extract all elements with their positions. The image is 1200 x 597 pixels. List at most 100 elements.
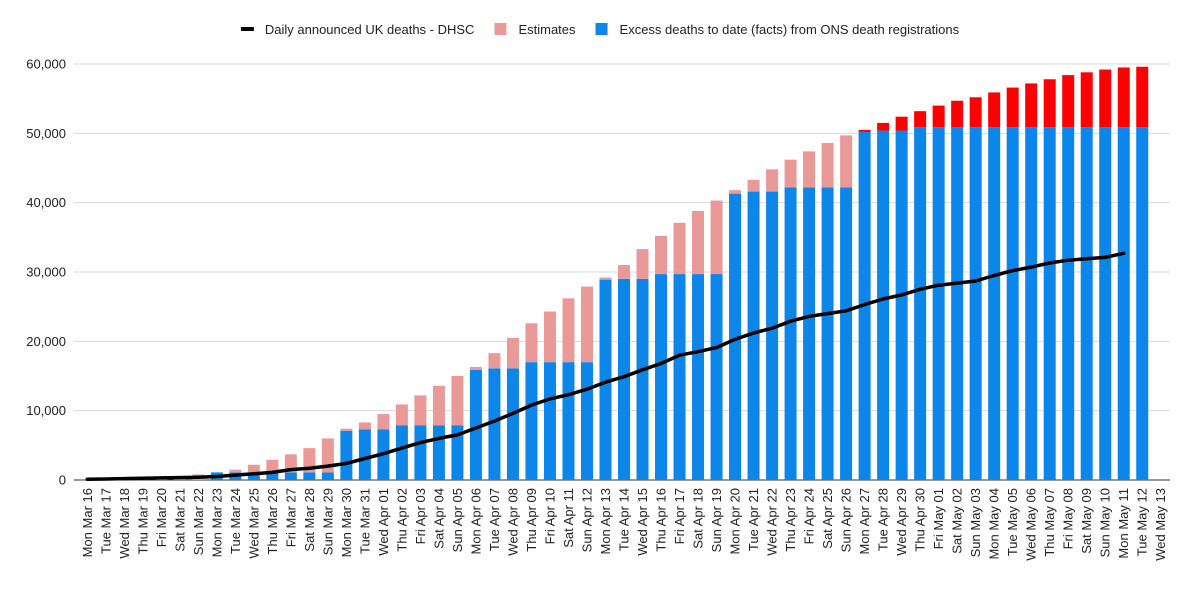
- line-series: [85, 251, 1126, 482]
- bar-segment: [636, 249, 649, 279]
- bar-segment: [580, 286, 593, 363]
- x-tick-label: Mon Mar 30: [339, 488, 354, 557]
- bar-segment: [1099, 127, 1112, 481]
- bar-segment: [451, 425, 464, 480]
- bar-segment: [358, 429, 371, 480]
- x-tick-label: Wed Apr 22: [765, 488, 780, 556]
- x-tick-label: Sat May 02: [950, 488, 965, 554]
- bar-segment: [840, 187, 853, 480]
- bar-segment: [1136, 66, 1149, 128]
- bar-segment: [692, 210, 705, 275]
- y-tick-label: 0: [59, 473, 66, 488]
- x-tick-label: Fri Mar 20: [154, 488, 169, 547]
- x-tick-label: Sat May 09: [1079, 488, 1094, 554]
- bar-segment: [1136, 127, 1149, 481]
- x-tick-label: Sat Apr 18: [691, 488, 706, 549]
- bar-segment: [988, 127, 1001, 481]
- bar-segment: [451, 376, 464, 426]
- x-tick-label: Wed Apr 08: [505, 488, 520, 556]
- x-tick-label: Thu Apr 30: [913, 488, 928, 552]
- bar-segment: [1080, 72, 1093, 128]
- bar-segment: [1117, 127, 1130, 481]
- x-tick-label: Sat Mar 28: [302, 488, 317, 552]
- x-tick-label: Thu Apr 16: [654, 488, 669, 552]
- x-tick-label: Mon Apr 20: [728, 488, 743, 555]
- bar-segment: [506, 368, 519, 480]
- bar-segment: [543, 362, 556, 480]
- bar-segment: [710, 274, 723, 480]
- bar-segment: [1099, 69, 1112, 128]
- bar-segment: [692, 274, 705, 480]
- bar-segment: [618, 265, 630, 279]
- x-tick-label: Sun Apr 19: [709, 488, 724, 552]
- x-tick-label: Sun Mar 22: [191, 488, 206, 555]
- x-tick-label: Tue Apr 14: [617, 488, 632, 551]
- bar-segment: [803, 151, 816, 188]
- bar-segment: [932, 105, 945, 128]
- x-tick-label: Sat Apr 25: [820, 488, 835, 549]
- bar-segment: [673, 274, 686, 480]
- legend-item: Daily announced UK deaths - DHSC: [240, 22, 475, 37]
- legend: Daily announced UK deaths - DHSC Estimate…: [240, 22, 960, 37]
- bar-segment: [247, 464, 260, 473]
- bar-segment: [969, 97, 982, 128]
- x-tick-label: Sat Mar 21: [172, 488, 187, 552]
- x-tick-label: Thu Mar 26: [265, 488, 280, 554]
- y-tick-label: 50,000: [26, 126, 66, 141]
- bar-segment: [895, 130, 908, 480]
- x-tick-label: Mon Apr 06: [468, 488, 483, 555]
- y-tick-label: 10,000: [26, 403, 66, 418]
- bar-segment: [469, 369, 482, 480]
- x-tick-label: Mon Mar 16: [80, 488, 95, 557]
- bar-segment: [618, 278, 630, 480]
- bar-segment: [303, 472, 316, 480]
- bar-segment: [932, 127, 945, 481]
- bar-segment: [1025, 127, 1038, 481]
- x-tick-label: Sun Apr 05: [450, 488, 465, 552]
- x-tick-label: Tue Mar 24: [228, 488, 243, 554]
- legend-label: Daily announced UK deaths - DHSC: [265, 22, 475, 37]
- x-tick-label: Wed Apr 29: [894, 488, 909, 556]
- bar-segment: [821, 143, 834, 188]
- legend-swatch: [595, 23, 608, 35]
- bar-segment: [1080, 127, 1093, 481]
- x-tick-label: Tue Mar 17: [98, 488, 113, 554]
- x-tick-label: Mon Apr 13: [598, 488, 613, 555]
- bar-segment: [525, 362, 538, 480]
- x-tick-label: Sat Apr 11: [561, 488, 576, 548]
- legend-swatch: [494, 23, 507, 35]
- bar-segment: [525, 323, 538, 363]
- bar-segment: [284, 472, 297, 480]
- bar-segment: [358, 422, 371, 430]
- x-tick-label: Mon May 04: [987, 488, 1002, 560]
- bar-segment: [766, 169, 779, 192]
- x-tick-label: Tue Mar 31: [357, 488, 372, 554]
- x-tick-label: Sun Apr 12: [579, 488, 594, 552]
- x-tick-label: Wed Apr 15: [635, 488, 650, 556]
- bar-segment: [340, 430, 353, 480]
- x-tick-label: Tue Apr 28: [876, 488, 891, 551]
- x-tick-label: Mon Apr 27: [857, 488, 872, 555]
- x-tick-label: Fri Mar 27: [283, 488, 298, 547]
- bar-segment: [488, 353, 501, 369]
- bar-segment: [655, 274, 668, 480]
- bar-segment: [729, 190, 742, 194]
- bar-segment: [1006, 127, 1019, 481]
- bar-segment: [229, 469, 242, 473]
- bar-segment: [636, 278, 649, 480]
- x-tick-label: Thu Apr 09: [524, 488, 539, 552]
- bar-segment: [599, 279, 612, 480]
- x-tick-label: Sun Mar 29: [320, 488, 335, 555]
- x-tick-label: Sat Apr 04: [431, 488, 446, 549]
- bar-segment: [395, 404, 408, 426]
- x-tick-label: Wed Apr 01: [376, 488, 391, 556]
- bar-segment: [414, 425, 427, 480]
- x-tick-label: Wed Mar 18: [117, 488, 132, 559]
- bar-segment: [1043, 127, 1056, 481]
- legend-label: Excess deaths to date (facts) from ONS d…: [620, 22, 960, 37]
- bar-segment: [247, 472, 260, 480]
- bar-segment: [710, 200, 723, 275]
- x-tick-label: Fri Apr 10: [542, 488, 557, 544]
- bar-segment: [1117, 67, 1130, 128]
